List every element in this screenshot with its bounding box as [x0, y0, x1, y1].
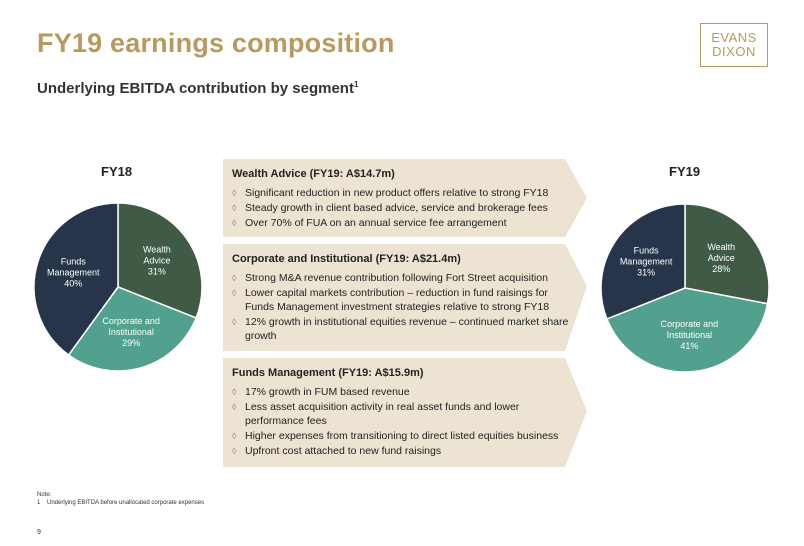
fy18-chart-title: FY18: [101, 164, 133, 179]
logo-line-1: EVANS: [711, 30, 757, 45]
segment-funds-management: Funds Management (FY19: A$15.9m) ◊ 17% gr…: [232, 367, 572, 459]
pie-slice-funds: [33, 202, 119, 357]
fy18-pie-chart: Wealth Advice 31% Corporate and Institutiona…: [33, 202, 203, 372]
segment-heading: Corporate and Institutional (FY19: A$21.…: [232, 253, 461, 265]
segment-panels: [223, 159, 587, 467]
bullet-item: ◊ Upfront cost attached to new fund raisi…: [232, 445, 442, 457]
pie-slice-wealth: [684, 203, 770, 305]
bullet-item: ◊ Lower capital markets contribution – re…: [232, 287, 550, 313]
pie-label-wealth: Wealth Advice 28%: [707, 242, 735, 274]
segment-wealth-advice: Wealth Advice (FY19: A$14.7m) ◊ Significa…: [232, 168, 572, 231]
footnote-marker: 1: [353, 80, 359, 89]
pie-label-corporate: Corporate and Institutional 29%: [102, 316, 160, 348]
panel-wealth-advice: [223, 159, 587, 237]
note-label: Note:: [37, 492, 52, 498]
panel-corporate-institutional: [223, 244, 587, 351]
panel-funds-management: [223, 358, 587, 467]
pie-label-corporate: Corporate and Institutional 41%: [661, 319, 719, 351]
diamond-bullet-icon: ◊: [232, 273, 237, 283]
diamond-bullet-icon: ◊: [232, 218, 237, 228]
bullet-item: ◊ Less asset acquisition activity in real…: [232, 401, 520, 427]
segment-heading: Wealth Advice (FY19: A$14.7m): [232, 168, 395, 180]
bullet-item: ◊ Steady growth in client based advice, s…: [232, 202, 548, 214]
diamond-bullet-icon: ◊: [232, 203, 237, 213]
subtitle-text: Underlying EBITDA contribution by segmen…: [37, 80, 354, 97]
logo-line-2: DIXON: [712, 44, 756, 59]
bullet-item: ◊ 17% growth in FUM based revenue: [232, 386, 410, 398]
fy19-pie-chart: Wealth Advice 28% Corporate and Institutiona…: [600, 203, 770, 373]
bullet-item: ◊ Significant reduction in new product of…: [232, 187, 549, 199]
footnote: Note: 1 Underlying EBITDA before unalloc…: [37, 491, 204, 507]
bullet-item: ◊ Higher expenses from transitioning to d…: [232, 430, 559, 442]
segment-corporate-institutional: Corporate and Institutional (FY19: A$21.…: [232, 253, 572, 344]
pie-label-funds: Funds Management 31%: [620, 246, 673, 278]
pie-label-wealth: Wealth Advice 31%: [143, 245, 171, 277]
pie-slice-corporate: [605, 287, 769, 373]
segment-heading: Funds Management (FY19: A$15.9m): [232, 367, 424, 379]
page-number: 9: [37, 529, 41, 536]
bullet-item: ◊ 12% growth in institutional equities re…: [232, 316, 569, 342]
fy19-chart-title: FY19: [669, 164, 701, 179]
diamond-bullet-icon: ◊: [232, 317, 237, 327]
diamond-bullet-icon: ◊: [232, 431, 237, 441]
diamond-bullet-icon: ◊: [232, 446, 237, 456]
bullet-item: ◊ Over 70% of FUA on an annual service fe…: [232, 217, 507, 229]
page-subtitle: Underlying EBITDA contribution by segmen…: [37, 80, 358, 97]
bullet-item: ◊ Strong M&A revenue contribution followi…: [232, 272, 548, 284]
diamond-bullet-icon: ◊: [232, 387, 237, 397]
diamond-bullet-icon: ◊: [232, 188, 237, 198]
evans-dixon-logo: EVANS DIXON: [700, 23, 768, 67]
pie-slice-corporate: [67, 286, 198, 372]
pie-slice-funds: [600, 203, 686, 320]
pie-slice-wealth: [117, 202, 203, 319]
diamond-bullet-icon: ◊: [232, 288, 237, 298]
page-title: FY19 earnings composition: [37, 28, 395, 58]
note-text: 1 Underlying EBITDA before unallocated c…: [37, 500, 205, 506]
diamond-bullet-icon: ◊: [232, 402, 237, 412]
pie-label-funds: Funds Management 40%: [47, 256, 100, 288]
